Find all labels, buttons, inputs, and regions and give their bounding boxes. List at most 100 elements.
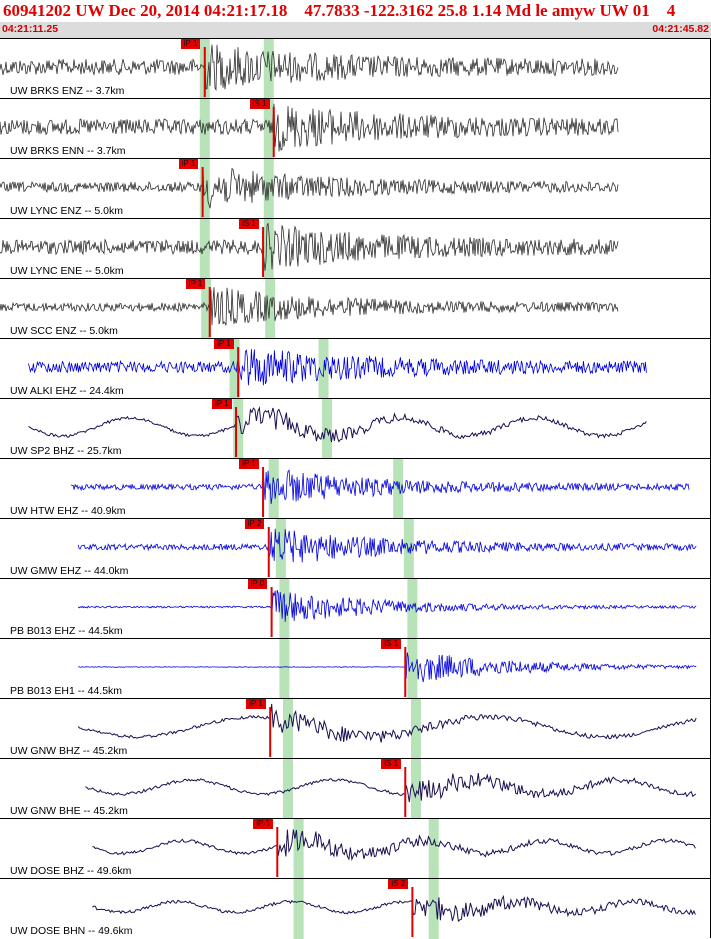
arrival-window-band	[199, 99, 210, 159]
seismic-trace	[28, 349, 647, 386]
pick-tag[interactable]: iP 1	[246, 699, 266, 709]
trace-canvas	[70, 459, 690, 519]
arrival-window-band	[428, 819, 439, 879]
seismic-trace	[0, 287, 619, 328]
trace-panels[interactable]: iP 1 UW BRKS ENZ -- 3.7km iS 1 UW BRKS ENN …	[0, 38, 711, 939]
trace-canvas	[92, 819, 696, 879]
trace-canvas	[77, 699, 697, 759]
pick-tag[interactable]: iP 1	[180, 39, 201, 49]
channel-label: UW HTW EHZ -- 40.9km	[10, 505, 126, 517]
trace-panel[interactable]: iS 1 PB B013 EH1 -- 44.5km	[0, 638, 711, 699]
trace-canvas	[92, 879, 696, 939]
arrival-window-band	[263, 99, 274, 159]
trace-canvas	[0, 159, 619, 219]
arrival-window-band	[275, 519, 286, 579]
pick-tag[interactable]: iP 0	[247, 579, 268, 589]
trace-panel[interactable]: iP 1 UW GNW BHZ -- 45.2km	[0, 698, 711, 759]
arrival-window-band	[199, 159, 210, 219]
pick-tag[interactable]: iP 1	[253, 819, 273, 829]
arrival-window-band	[282, 699, 293, 759]
trace-panel[interactable]: iS 1 UW GNW BHE -- 45.2km	[0, 758, 711, 819]
seismic-trace	[0, 103, 619, 152]
trace-canvas	[78, 639, 697, 699]
trace-panel[interactable]: iP 1 UW LYNC ENZ -- 5.0km	[0, 158, 711, 219]
channel-label: UW BRKS ENN -- 3.7km	[10, 145, 126, 157]
channel-label: UW LYNC ENE -- 5.0km	[10, 265, 124, 277]
pick-tag[interactable]: iP 2	[244, 519, 265, 529]
arrival-window-band	[201, 279, 212, 339]
arrival-window-band	[279, 639, 290, 699]
seismic-trace	[85, 773, 697, 803]
trace-panel[interactable]: iP 1 UW DOSE BHZ -- 49.6km	[0, 818, 711, 879]
channel-label: UW ALKI EHZ -- 24.4km	[10, 385, 124, 397]
trace-panel[interactable]: iP 0 PB B013 EHZ -- 44.5km	[0, 578, 711, 639]
channel-label: PB B013 EH1 -- 44.5km	[10, 685, 123, 697]
trace-panel[interactable]: iP 1 UW SCC ENZ -- 5.0km	[0, 278, 711, 339]
arrival-window-band	[410, 759, 421, 819]
channel-label: UW GMW EHZ -- 44.0km	[10, 565, 129, 577]
trace-canvas	[0, 219, 619, 279]
channel-label: UW GNW BHZ -- 45.2km	[10, 745, 128, 757]
pick-tag[interactable]: iS 2	[388, 879, 409, 889]
trace-canvas	[85, 759, 697, 819]
trace-canvas	[0, 39, 619, 99]
seismic-trace	[0, 167, 619, 209]
trace-canvas	[28, 399, 647, 459]
channel-label: UW BRKS ENZ -- 3.7km	[10, 85, 125, 97]
trace-canvas	[0, 279, 619, 339]
seismic-trace	[28, 405, 647, 443]
arrival-window-band	[293, 879, 304, 939]
arrival-window-band	[410, 699, 421, 759]
channel-label: UW GNW BHE -- 45.2km	[10, 805, 128, 817]
pick-tag[interactable]: iP 1	[214, 339, 234, 349]
seismic-trace	[92, 894, 696, 922]
channel-label: UW DOSE BHN -- 49.6km	[10, 925, 133, 937]
trace-panel[interactable]: iS 2 UW DOSE BHN -- 49.6km	[0, 878, 711, 939]
channel-label: PB B013 EHZ -- 44.5km	[10, 625, 123, 637]
seismogram-header: 60941202 UW Dec 20, 2014 04:21:17.18 47.…	[0, 0, 711, 38]
trace-panel[interactable]: iS 1 UW LYNC ENE -- 5.0km	[0, 218, 711, 279]
pick-tag[interactable]: iS 1	[239, 219, 259, 229]
arrival-window-band	[428, 879, 439, 939]
trace-panel[interactable]: iP 1 UW SP2 BHZ -- 25.7km	[0, 398, 711, 459]
trace-canvas	[77, 519, 697, 579]
trace-panel[interactable]: iP 1 UW BRKS ENZ -- 3.7km	[0, 38, 711, 99]
trace-panel[interactable]: iP 1 UW HTW EHZ -- 40.9km	[0, 458, 711, 519]
channel-label: UW SP2 BHZ -- 25.7km	[10, 445, 122, 457]
arrival-window-band	[199, 219, 210, 279]
pick-tag[interactable]: iP 1	[178, 159, 199, 169]
pick-tag[interactable]: iP 1	[239, 459, 259, 469]
pick-tag[interactable]: iP 1	[212, 399, 232, 409]
seismic-trace	[77, 589, 697, 622]
pick-tag[interactable]: iP 1	[185, 279, 206, 289]
trace-canvas	[77, 579, 697, 639]
trace-canvas	[0, 99, 619, 159]
channel-label: UW LYNC ENZ -- 5.0km	[10, 205, 123, 217]
pick-tag[interactable]: iS 1	[381, 759, 402, 769]
arrival-window-band	[265, 279, 276, 339]
trace-panel[interactable]: iP 1 UW ALKI EHZ -- 24.4km	[0, 338, 711, 399]
seismic-trace	[0, 44, 619, 92]
time-end-label: 04:21:45.82	[652, 23, 709, 35]
arrival-window-band	[407, 639, 418, 699]
arrival-window-band	[263, 219, 274, 279]
time-start-label: 04:21:11.25	[2, 23, 59, 35]
pick-tag[interactable]: iS 1	[249, 99, 270, 109]
channel-label: UW DOSE BHZ -- 49.6km	[10, 865, 132, 877]
event-title: 60941202 UW Dec 20, 2014 04:21:17.18 47.…	[3, 1, 676, 20]
pick-tag[interactable]: iS 1	[381, 639, 402, 649]
trace-canvas	[28, 339, 647, 399]
trace-panel[interactable]: iP 2 UW GMW EHZ -- 44.0km	[0, 518, 711, 579]
arrival-window-band	[263, 39, 274, 99]
arrival-window-band	[268, 459, 279, 519]
time-axis-bar: 04:21:11.25 04:21:45.82	[0, 22, 711, 38]
arrival-window-band	[233, 399, 244, 459]
seismic-trace	[92, 829, 696, 862]
seismic-trace	[70, 469, 690, 505]
trace-panel[interactable]: iS 1 UW BRKS ENN -- 3.7km	[0, 98, 711, 159]
seismic-trace	[0, 222, 619, 271]
seismic-trace	[78, 652, 697, 683]
arrival-window-band	[282, 759, 293, 819]
seismic-trace	[77, 528, 697, 563]
seismic-trace	[77, 703, 697, 743]
